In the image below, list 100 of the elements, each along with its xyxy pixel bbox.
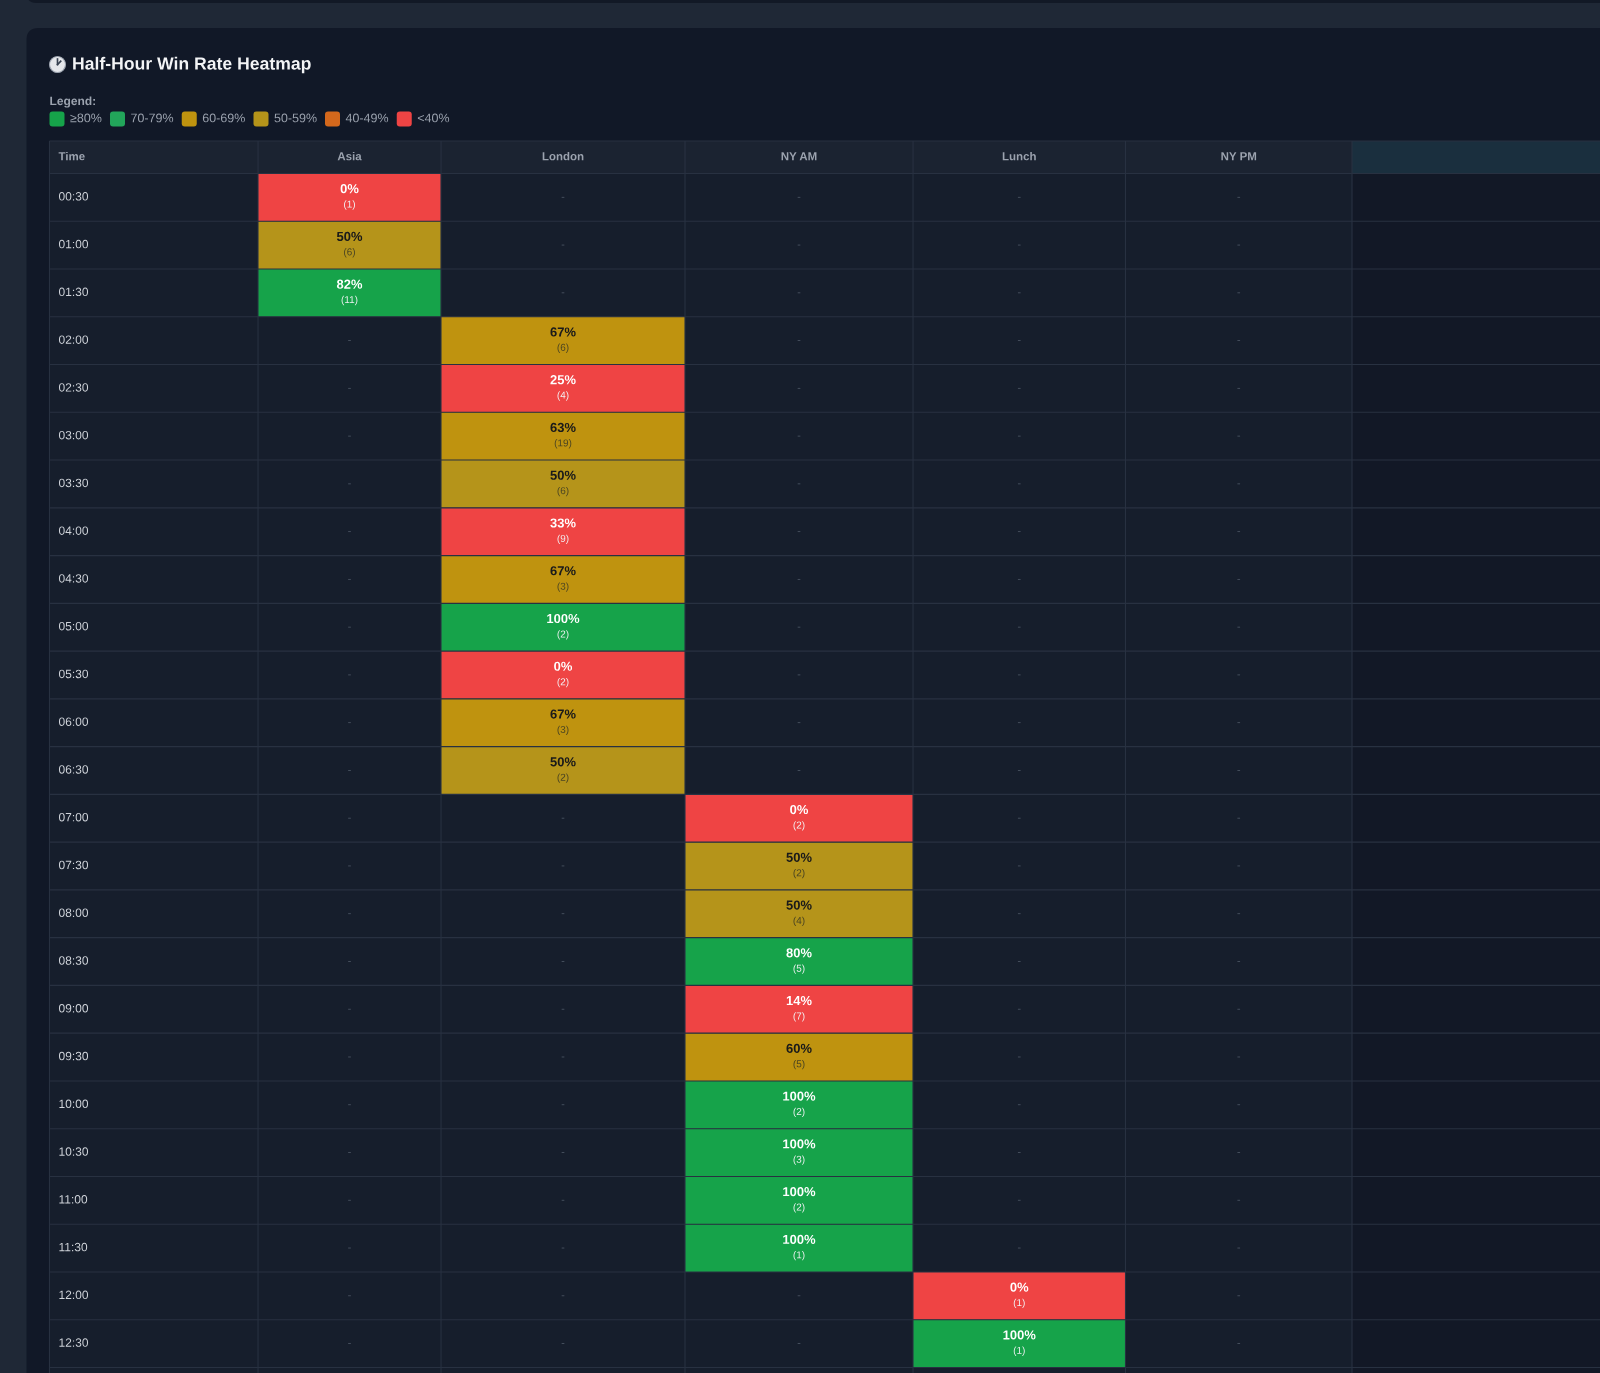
- y-tick-label: 00:30: [58, 192, 89, 201]
- annotation: (4): [793, 916, 805, 927]
- annotation: (1): [1013, 1298, 1025, 1309]
- y-tick-label: 01:30: [58, 287, 89, 297]
- annotation: (2): [793, 1203, 805, 1213]
- annotation: (9): [557, 534, 569, 544]
- y-tick-label: 04:30: [58, 574, 89, 583]
- y-tick-label: 02:00: [58, 335, 89, 344]
- data-label: 0%: [1010, 1282, 1029, 1292]
- text: -: [1017, 769, 1021, 771]
- annotation: (1): [344, 200, 355, 210]
- text: -: [561, 1104, 565, 1106]
- text: -: [797, 1343, 801, 1344]
- text: -: [797, 340, 801, 342]
- text: -: [1237, 292, 1241, 294]
- text: -: [348, 1343, 351, 1344]
- text: -: [561, 961, 565, 962]
- text: -: [1017, 1199, 1021, 1201]
- data-label: 100%: [783, 1091, 816, 1101]
- data-label: 0%: [554, 661, 573, 671]
- text: -: [348, 961, 351, 962]
- text: -: [1237, 1104, 1241, 1106]
- text: -: [797, 292, 801, 294]
- data-label: 50%: [550, 757, 576, 767]
- data-label: 100%: [783, 1187, 816, 1197]
- annotation: (2): [793, 1107, 805, 1118]
- text: -: [1237, 578, 1241, 580]
- text: -: [1237, 435, 1241, 437]
- text: -: [797, 769, 801, 771]
- text: -: [1017, 674, 1021, 676]
- x-tick-label: NY PM: [1221, 152, 1257, 161]
- text: -: [348, 1152, 351, 1153]
- text: -: [1017, 244, 1021, 246]
- text: -: [1237, 674, 1241, 676]
- text: -: [1237, 626, 1241, 628]
- text: -: [1237, 769, 1241, 771]
- text: -: [561, 1152, 565, 1153]
- y-tick-label: 05:00: [58, 621, 89, 631]
- data-label: 0%: [340, 184, 359, 194]
- text: -: [797, 244, 801, 246]
- text: -: [797, 435, 801, 437]
- x-tick-label: NY AM: [781, 152, 817, 161]
- text: -: [348, 674, 351, 676]
- annotation: (1): [1013, 1346, 1025, 1356]
- text: -: [1017, 961, 1021, 962]
- data-label: 67%: [550, 566, 576, 576]
- text: -: [348, 578, 351, 580]
- annotation: (3): [557, 582, 569, 592]
- text: -: [1017, 483, 1021, 485]
- annotation: (1): [793, 1251, 805, 1261]
- y-tick-label: 06:00: [58, 717, 89, 726]
- y-tick-label: 01:00: [58, 239, 89, 249]
- legend-label: ≥80%: [70, 113, 102, 123]
- text: -: [348, 817, 351, 819]
- data-label: 33%: [550, 518, 576, 528]
- text: -: [797, 626, 801, 628]
- text: -: [797, 196, 801, 198]
- text: -: [797, 531, 801, 533]
- annotation: (5): [793, 1060, 805, 1070]
- y-tick-label: 05:30: [58, 669, 89, 679]
- annotation: (5): [793, 964, 805, 974]
- y-tick-label: 12:30: [59, 1338, 89, 1347]
- text: -: [348, 435, 351, 437]
- annotation: (3): [793, 1155, 805, 1165]
- text: -: [561, 1008, 565, 1010]
- text: -: [561, 1295, 565, 1297]
- text: -: [1237, 1152, 1241, 1153]
- text: -: [1017, 435, 1021, 437]
- text: -: [1237, 387, 1241, 389]
- legend-label: 70-79%: [131, 113, 174, 123]
- annotation: (2): [793, 821, 805, 831]
- text: -: [1017, 578, 1021, 580]
- text: -: [561, 244, 565, 246]
- text: -: [797, 1295, 801, 1297]
- text: -: [561, 817, 565, 819]
- data-label: 100%: [1003, 1330, 1036, 1340]
- text: -: [1237, 1008, 1241, 1010]
- text: -: [1237, 1247, 1241, 1249]
- text: -: [1017, 196, 1021, 198]
- text: -: [1017, 865, 1021, 867]
- text: -: [1017, 913, 1021, 915]
- data-label: 82%: [336, 279, 363, 289]
- y-tick-label: 07:00: [58, 812, 89, 822]
- y-tick-label: 03:00: [58, 430, 89, 440]
- text: -: [1237, 1056, 1241, 1058]
- y-tick-label: 10:30: [59, 1147, 89, 1156]
- text: -: [1237, 244, 1241, 246]
- text: -: [561, 1199, 565, 1201]
- text: -: [561, 1056, 565, 1058]
- text: -: [561, 1343, 565, 1344]
- text: -: [348, 387, 351, 389]
- data-label: 14%: [786, 996, 812, 1006]
- y-tick-label: 10:00: [59, 1099, 89, 1109]
- legend-label: 40-49%: [345, 113, 389, 123]
- text: -: [1017, 1056, 1021, 1058]
- data-label: 80%: [786, 948, 812, 958]
- text: -: [797, 387, 801, 389]
- annotation: (4): [557, 391, 569, 401]
- text: -: [1017, 1152, 1021, 1153]
- text: -: [561, 1247, 565, 1249]
